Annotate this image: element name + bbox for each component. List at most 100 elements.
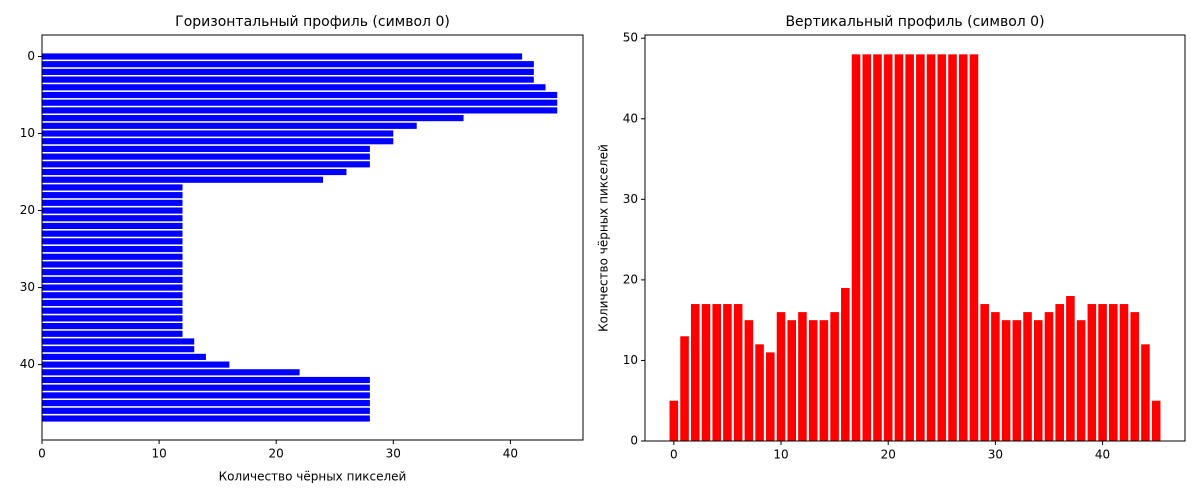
bar (873, 54, 882, 441)
x-tick-label: 0 (670, 448, 678, 462)
chart-title: Горизонтальный профиль (символ 0) (175, 14, 450, 30)
bar (42, 400, 370, 407)
bar (42, 315, 183, 322)
bar (733, 304, 743, 441)
bar (841, 287, 850, 441)
bar (1141, 344, 1150, 441)
bar (42, 299, 183, 307)
x-tick-label: 20 (881, 448, 896, 462)
bar (42, 284, 183, 291)
y-tick-label: 20 (623, 272, 638, 286)
bar (862, 54, 872, 441)
bar (42, 346, 195, 353)
bar (42, 168, 347, 176)
bar (851, 54, 861, 441)
bar (42, 322, 183, 330)
bar (1001, 320, 1011, 441)
x-tick-label: 40 (1095, 448, 1110, 462)
bar (42, 384, 370, 391)
bar (1033, 320, 1043, 441)
x-tick-label: 10 (773, 448, 788, 462)
bar (42, 361, 230, 368)
x-tick-label: 0 (38, 447, 46, 461)
bar (776, 312, 786, 441)
bar (42, 253, 183, 260)
bar (1076, 320, 1086, 441)
bar (42, 130, 394, 137)
bar (42, 61, 534, 68)
bar (701, 304, 711, 441)
bar (42, 99, 558, 106)
bar (1109, 304, 1118, 441)
bar (680, 336, 689, 441)
bar (723, 304, 732, 441)
plot-frame (41, 34, 584, 441)
bar (42, 330, 183, 337)
bar (42, 376, 370, 384)
x-tick-label: 40 (503, 447, 518, 461)
bar (42, 215, 183, 222)
bar (42, 192, 183, 199)
bar (830, 312, 839, 441)
bar (42, 91, 558, 99)
bar (42, 292, 183, 299)
bar (1044, 312, 1054, 441)
bar (755, 344, 764, 441)
y-tick-label: 10 (20, 126, 35, 140)
bar (42, 353, 206, 360)
bar (1151, 400, 1161, 441)
bar (1087, 304, 1097, 441)
bar (42, 238, 183, 245)
bar (42, 76, 534, 83)
bar (42, 307, 183, 314)
bar (42, 153, 370, 160)
bar (1012, 320, 1022, 441)
bar (42, 199, 183, 206)
y-axis-label: Количество чёрных пикселей (597, 144, 611, 332)
bar (1119, 304, 1129, 441)
bar (916, 54, 925, 441)
bar (42, 415, 370, 422)
bar (42, 161, 370, 168)
bar (42, 115, 464, 122)
bar (42, 145, 370, 153)
bar (1023, 312, 1032, 441)
bar (42, 207, 183, 214)
bar (42, 107, 558, 114)
bar (948, 54, 957, 441)
bar (42, 369, 300, 376)
chart-title: Вертикальный профиль (символ 0) (785, 14, 1044, 30)
bar (42, 407, 370, 414)
x-tick-label: 30 (988, 448, 1003, 462)
bar (926, 54, 936, 441)
bar (766, 352, 775, 441)
y-tick-label: 20 (20, 203, 35, 217)
bar (969, 54, 979, 441)
bar (690, 304, 700, 441)
bar (42, 222, 183, 230)
bar (42, 68, 534, 75)
bar (980, 304, 989, 441)
x-tick-label: 30 (386, 447, 401, 461)
bar (819, 320, 829, 441)
x-axis-label: Количество чёрных пикселей (219, 470, 407, 484)
bar (669, 400, 679, 441)
y-tick-label: 30 (20, 280, 35, 294)
bar (1098, 304, 1107, 441)
x-tick-label: 20 (269, 447, 284, 461)
y-tick-label: 50 (623, 31, 638, 45)
bar (712, 304, 721, 441)
bar (42, 230, 183, 237)
bar (787, 320, 797, 441)
bar (1130, 312, 1140, 441)
bar (937, 54, 947, 441)
bar (42, 138, 394, 145)
bar (42, 392, 370, 399)
y-tick-label: 0 (27, 49, 35, 63)
bar (42, 245, 183, 253)
bar (808, 320, 818, 441)
bar (42, 84, 546, 91)
y-tick-label: 0 (630, 434, 638, 448)
x-tick-label: 10 (151, 447, 166, 461)
